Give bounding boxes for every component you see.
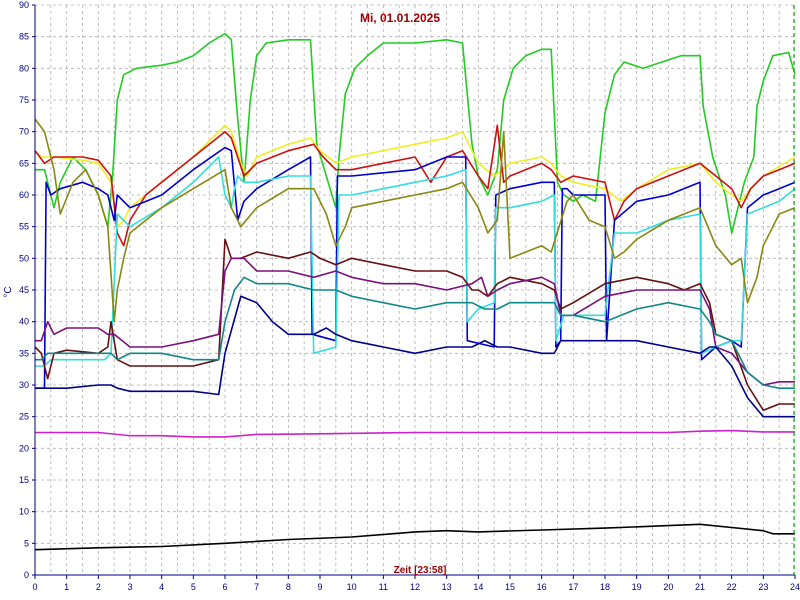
- y-tick-label: 85: [19, 32, 29, 42]
- series-line-1: [35, 32, 796, 234]
- x-tick-label: 20: [663, 582, 673, 592]
- series-line-8: [35, 257, 795, 386]
- x-tick-label: 11: [379, 582, 388, 592]
- x-tick-label: 23: [758, 582, 768, 592]
- y-tick-label: 25: [19, 412, 29, 422]
- y-tick-label: 0: [24, 570, 29, 580]
- x-tick-label: 13: [442, 582, 452, 592]
- x-tick-label: 10: [347, 582, 357, 592]
- series-line-5: [35, 156, 796, 367]
- x-tick-labels: 0 1 2 3 4 5 6 7 8 9 10 11 12 13 14 15 16 17 18 19 20 21 22 23 24: [32, 582, 800, 592]
- series-group: [34, 32, 796, 551]
- x-tick-label: 8: [286, 582, 291, 592]
- x-tick-label: 19: [632, 582, 642, 592]
- y-tick-label: 40: [19, 317, 29, 327]
- series-line-12: [34, 523, 795, 551]
- y-tick-label: 60: [19, 190, 29, 200]
- y-tick-label: 15: [19, 475, 29, 485]
- x-axis-label: Zeit [23:58]: [394, 565, 447, 576]
- x-tick-label: 6: [222, 582, 227, 592]
- y-tick-labels: 0 5 10 15 20 25 30 35 40 45 50 55 60 65 70 75 80 85 90: [19, 0, 29, 580]
- y-tick-label: 5: [24, 538, 29, 548]
- x-tick-label: 17: [568, 582, 578, 592]
- chart-title: Mi, 01.01.2025: [360, 11, 440, 25]
- x-tick-label: 5: [191, 582, 196, 592]
- series-line-7: [34, 238, 795, 412]
- x-tick-label: 12: [410, 582, 420, 592]
- x-tick-label: 24: [790, 582, 800, 592]
- y-tick-label: 90: [19, 0, 29, 10]
- y-tick-label: 50: [19, 253, 29, 263]
- series-line-6: [34, 118, 796, 323]
- x-tick-label: 14: [473, 582, 483, 592]
- series-line-11: [35, 429, 795, 438]
- series-line-2: [34, 124, 796, 228]
- x-tick-label: 7: [254, 582, 259, 592]
- series-line-4: [35, 146, 796, 389]
- x-tick-label: 18: [600, 582, 610, 592]
- y-tick-label: 80: [19, 63, 29, 73]
- y-tick-label: 10: [19, 507, 29, 517]
- y-tick-label: 65: [19, 158, 29, 168]
- y-axis-label: °C: [3, 286, 14, 297]
- y-tick-label: 20: [19, 443, 29, 453]
- axes: [32, 4, 796, 579]
- x-tick-label: 15: [505, 582, 515, 592]
- x-tick-label: 0: [32, 582, 37, 592]
- y-tick-label: 75: [19, 95, 29, 105]
- y-tick-label: 45: [19, 285, 29, 295]
- x-tick-label: 21: [695, 582, 705, 592]
- x-tick-label: 9: [317, 582, 322, 592]
- y-tick-label: 55: [19, 222, 29, 232]
- series-line-9: [35, 276, 795, 389]
- x-tick-label: 4: [159, 582, 164, 592]
- x-tick-label: 1: [64, 582, 69, 592]
- x-tick-label: 3: [127, 582, 132, 592]
- x-tick-label: 2: [96, 582, 101, 592]
- y-tick-label: 70: [19, 127, 29, 137]
- series-line-10: [35, 295, 795, 418]
- y-tick-label: 35: [19, 348, 29, 358]
- x-tick-label: 16: [537, 582, 547, 592]
- x-tick-label: 22: [727, 582, 737, 592]
- y-tick-label: 30: [19, 380, 29, 390]
